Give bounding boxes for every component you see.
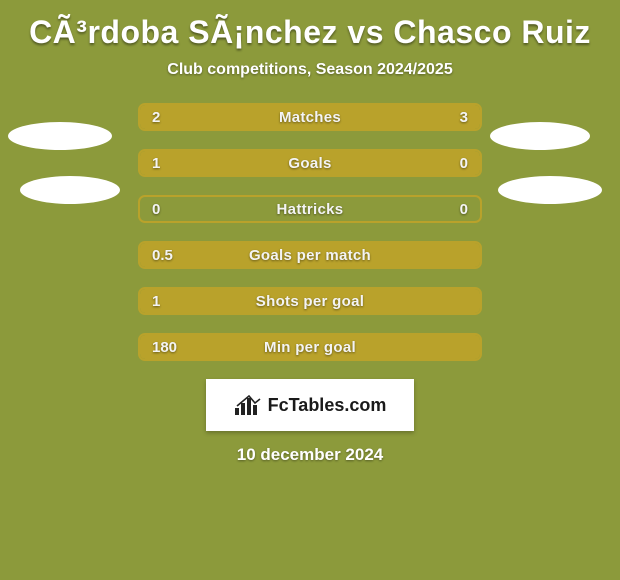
stat-value-right: 0 [460, 151, 468, 175]
stat-row: 10Goals [138, 149, 482, 177]
player-photo-placeholder [490, 122, 590, 150]
player-photo-placeholder [498, 176, 602, 204]
chart-date: 10 december 2024 [0, 445, 620, 465]
stat-row: 0 0Hattricks [138, 195, 482, 223]
stat-bar-left [140, 105, 276, 129]
stat-bar-left [140, 151, 402, 175]
stat-row: 0.5Goals per match [138, 241, 482, 269]
stat-bar-right [402, 151, 480, 175]
page-subtitle: Club competitions, Season 2024/2025 [0, 55, 620, 103]
stat-value-left: 0 [152, 197, 160, 221]
page-title: CÃ³rdoba SÃ¡nchez vs Chasco Ruiz [0, 0, 620, 55]
stat-value-left: 180 [152, 335, 177, 359]
stat-value-right: 0 [460, 197, 468, 221]
stat-value-right: 3 [460, 105, 468, 129]
stat-bar-right [276, 105, 480, 129]
stat-row: 23Matches [138, 103, 482, 131]
stat-row: 180Min per goal [138, 333, 482, 361]
stat-value-left: 0.5 [152, 243, 173, 267]
fctables-logo-icon [234, 394, 262, 416]
branding-text: FcTables.com [268, 395, 387, 416]
stat-value-left: 2 [152, 105, 160, 129]
player-photo-placeholder [8, 122, 112, 150]
stat-value-left: 1 [152, 151, 160, 175]
player-photo-placeholder [20, 176, 120, 204]
stat-row: 1Shots per goal [138, 287, 482, 315]
branding-banner[interactable]: FcTables.com [206, 379, 414, 431]
stat-bar-left [140, 243, 480, 267]
stat-bar-left [140, 289, 480, 313]
stat-bar-left [140, 335, 480, 359]
stat-value-left: 1 [152, 289, 160, 313]
stat-label: Hattricks [140, 197, 480, 221]
